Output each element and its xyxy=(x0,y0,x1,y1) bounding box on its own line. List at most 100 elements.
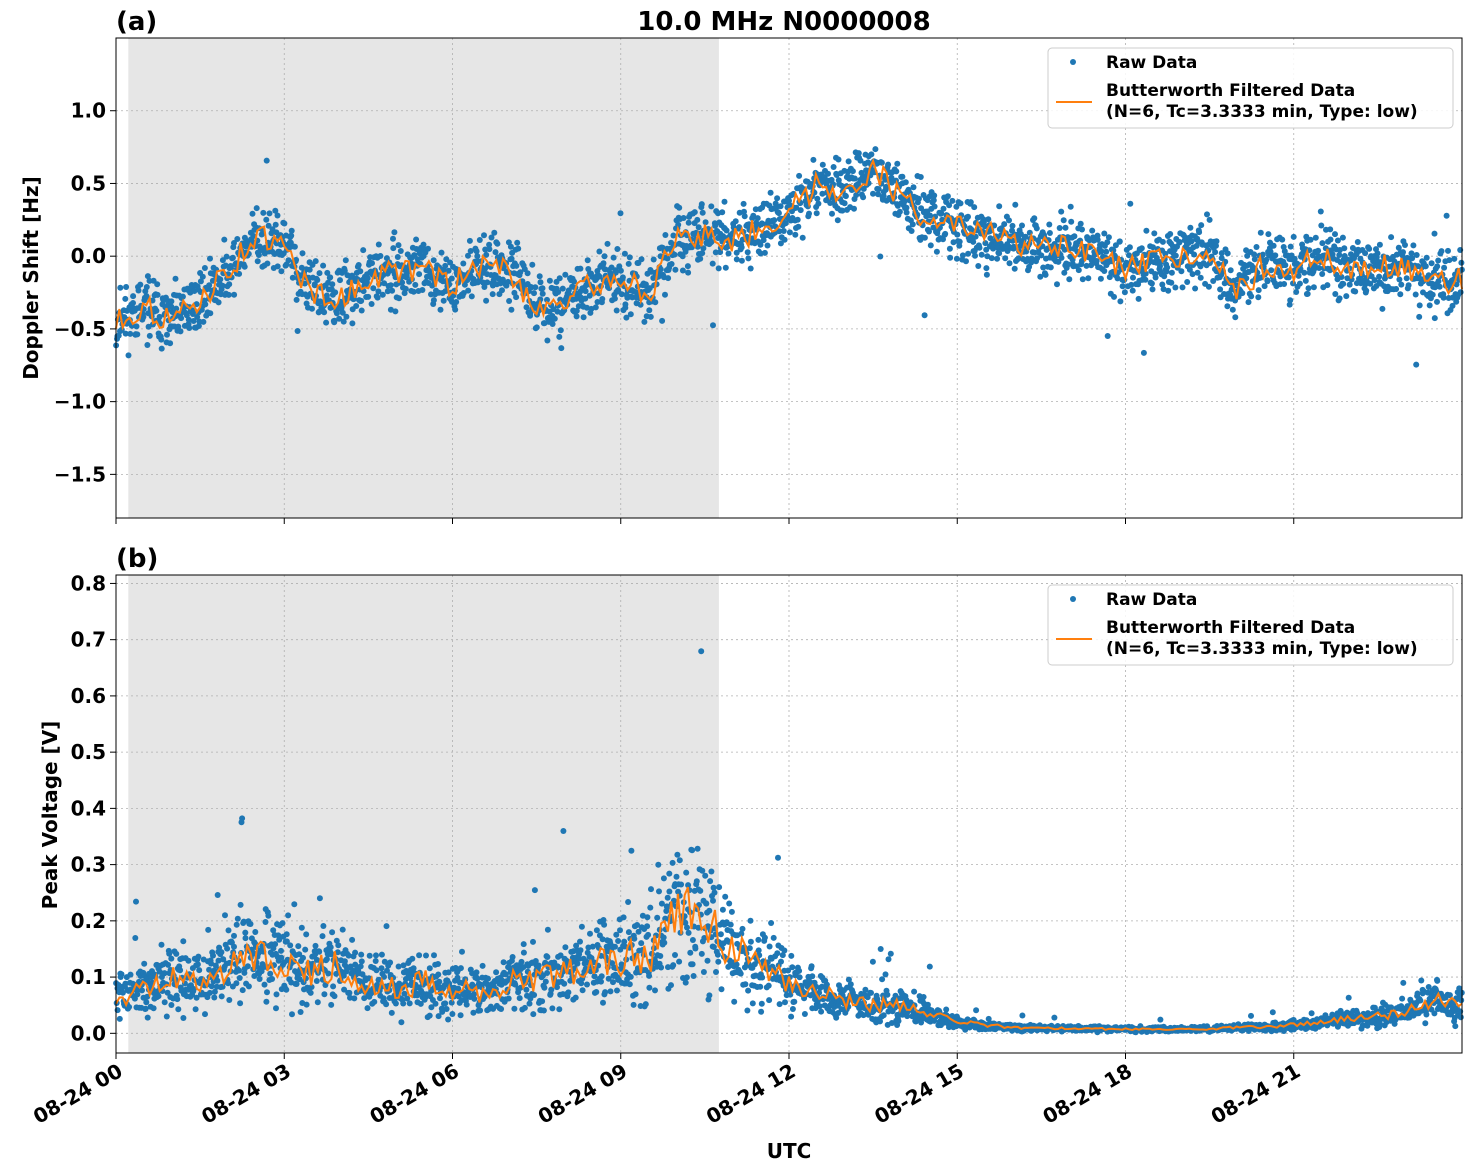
raw-point xyxy=(316,895,323,902)
raw-point xyxy=(683,869,690,876)
raw-point xyxy=(868,989,874,996)
raw-point xyxy=(709,260,716,267)
raw-point xyxy=(298,924,305,931)
raw-point xyxy=(625,260,632,267)
raw-point xyxy=(625,899,632,905)
raw-point xyxy=(1261,283,1268,290)
raw-point xyxy=(168,1002,175,1008)
raw-point xyxy=(645,931,652,938)
raw-point xyxy=(324,269,331,276)
raw-point xyxy=(829,210,835,217)
raw-point xyxy=(1391,258,1398,265)
panel-a-xticks xyxy=(115,518,1295,524)
raw-point xyxy=(321,991,328,998)
raw-point xyxy=(1272,252,1279,259)
raw-point xyxy=(1162,250,1169,257)
raw-point xyxy=(133,898,139,905)
raw-point xyxy=(177,967,184,974)
raw-point xyxy=(1138,245,1145,252)
raw-point xyxy=(1354,239,1361,245)
raw-point xyxy=(293,296,300,303)
raw-point xyxy=(710,897,716,904)
raw-point xyxy=(1198,222,1205,229)
raw-point xyxy=(517,269,524,276)
raw-point xyxy=(1117,298,1124,305)
raw-point xyxy=(1161,273,1168,280)
raw-point xyxy=(544,970,551,976)
raw-point xyxy=(706,907,713,914)
raw-point xyxy=(509,954,516,960)
raw-point xyxy=(953,255,960,262)
raw-point xyxy=(1379,305,1386,312)
raw-point xyxy=(285,912,292,919)
raw-point xyxy=(530,1011,537,1018)
raw-point xyxy=(398,1019,405,1026)
raw-point xyxy=(944,193,951,200)
raw-point xyxy=(1116,238,1123,245)
raw-point xyxy=(698,950,705,957)
raw-point xyxy=(851,205,857,212)
raw-point xyxy=(676,958,683,965)
raw-point xyxy=(1416,302,1423,309)
raw-point xyxy=(766,943,773,950)
raw-point xyxy=(592,304,599,311)
raw-point xyxy=(775,210,782,217)
raw-point xyxy=(1157,1016,1164,1023)
raw-point xyxy=(388,1009,395,1016)
raw-point xyxy=(830,164,837,170)
raw-point xyxy=(130,293,137,300)
raw-point xyxy=(423,952,429,959)
raw-point xyxy=(921,312,928,319)
raw-point xyxy=(745,987,752,994)
raw-point xyxy=(841,200,848,207)
raw-point xyxy=(180,938,187,945)
raw-point xyxy=(571,278,577,285)
raw-point xyxy=(335,942,342,949)
raw-point xyxy=(738,257,745,264)
raw-point xyxy=(895,1018,902,1024)
raw-point xyxy=(448,999,455,1006)
raw-point xyxy=(168,303,175,310)
raw-point xyxy=(265,222,272,229)
raw-point xyxy=(915,195,922,202)
raw-point xyxy=(1128,281,1135,288)
raw-point xyxy=(1079,226,1085,233)
raw-point xyxy=(879,976,886,983)
raw-point xyxy=(468,293,475,300)
raw-point xyxy=(225,291,232,298)
raw-point xyxy=(902,179,909,186)
raw-point xyxy=(449,298,455,305)
raw-point xyxy=(532,284,539,291)
raw-point xyxy=(1449,302,1456,309)
raw-point xyxy=(737,970,744,977)
raw-point xyxy=(714,951,721,958)
raw-point xyxy=(782,220,789,227)
raw-point xyxy=(1445,247,1451,254)
raw-point xyxy=(877,946,884,952)
raw-point xyxy=(1077,220,1084,227)
raw-point xyxy=(858,169,865,176)
raw-point xyxy=(349,936,356,943)
raw-point xyxy=(220,956,227,963)
raw-point xyxy=(1031,215,1038,222)
raw-point xyxy=(1119,283,1126,290)
raw-point xyxy=(987,235,994,242)
raw-point xyxy=(323,319,330,326)
raw-point xyxy=(1232,314,1239,321)
raw-point xyxy=(875,191,882,198)
raw-point xyxy=(513,262,520,269)
raw-point xyxy=(154,291,161,298)
raw-point xyxy=(926,228,932,235)
raw-point xyxy=(539,998,546,1005)
raw-point xyxy=(274,212,281,219)
raw-point xyxy=(1443,212,1450,219)
raw-point xyxy=(689,847,696,854)
raw-point xyxy=(565,989,572,996)
raw-point xyxy=(1318,222,1325,229)
panel-a-legend-raw-marker xyxy=(1070,59,1076,65)
raw-point xyxy=(572,994,579,1001)
raw-point xyxy=(247,921,254,927)
raw-point xyxy=(1058,254,1065,261)
raw-point xyxy=(855,150,862,157)
raw-point xyxy=(1130,274,1136,281)
